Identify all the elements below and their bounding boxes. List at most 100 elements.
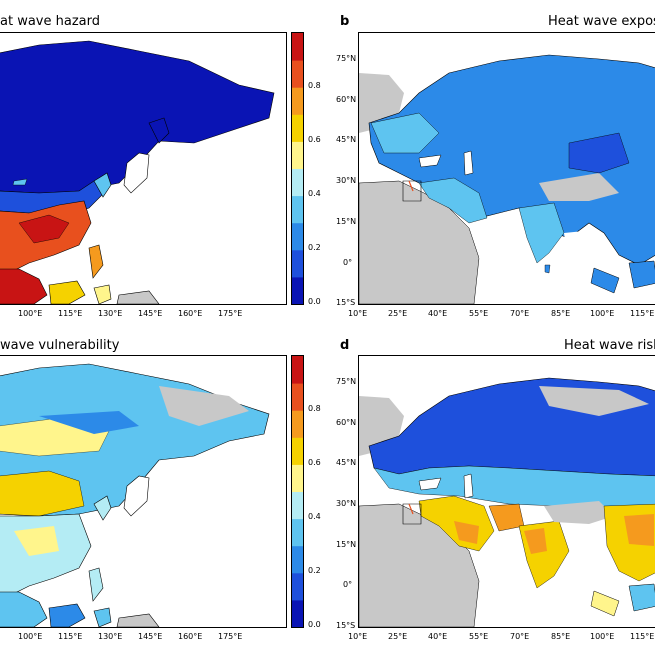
panel-d-ytick-6: 0° — [343, 580, 353, 589]
region-borneo-c — [48, 603, 86, 627]
colorbar-segment — [292, 491, 303, 520]
region-japan — [123, 152, 150, 194]
cbar-c-tick-2: 0.4 — [308, 512, 321, 521]
region-tibet-grey-d — [544, 501, 614, 524]
sea-bengal-d — [567, 554, 591, 592]
sea-bengal — [564, 231, 587, 268]
land-africa — [359, 180, 480, 304]
region-north-china-c — [0, 470, 85, 517]
panel-b-xtick-8: 115°E — [630, 309, 655, 318]
panel-a-xtick-1: 100°E — [18, 309, 43, 318]
panel-d-xtick-1: 10°E — [348, 632, 368, 641]
lake — [12, 178, 28, 186]
map-risk — [358, 355, 655, 628]
panel-c-xtick-1: 100°E — [18, 632, 43, 641]
colorbar-segment — [292, 464, 303, 492]
map-hazard-svg — [0, 40, 275, 304]
panel-a-xtick-3: 130°E — [98, 309, 123, 318]
panel-d-xtick-5: 70°E — [510, 632, 530, 641]
panel-b-ytick-3: 45°N — [336, 135, 357, 144]
panel-d-ytick-4: 30°N — [336, 499, 357, 508]
panel-b-xtick-3: 40°E — [428, 309, 448, 318]
map-vulnerability-svg — [0, 363, 270, 627]
panel-a-xtick-6: 175°E — [218, 309, 243, 318]
panel-d-ytick-5: 15°N — [336, 540, 357, 549]
land-greenland — [359, 73, 404, 133]
panel-c-xtick-5: 160°E — [178, 632, 203, 641]
panel-b-title: Heat wave exposu — [548, 14, 655, 29]
region-siberia-grey — [159, 386, 249, 426]
region-iran — [488, 503, 525, 532]
panel-a-xtick-4: 145°E — [138, 309, 163, 318]
region-japan-c — [123, 475, 150, 517]
region-east-china-orange — [624, 514, 654, 546]
panel-b-xtick-2: 25°E — [388, 309, 408, 318]
colorbar-segment — [292, 249, 303, 278]
region-new-guinea — [116, 290, 160, 304]
cbar-c-tick-0: 0.0 — [308, 620, 321, 629]
panel-d-ytick-3: 45°N — [336, 458, 357, 467]
colorbar-hazard — [291, 32, 304, 305]
panel-b-letter: b — [340, 14, 350, 29]
region-sea-caspian-d — [463, 473, 474, 499]
cbar-a-tick-2: 0.4 — [308, 189, 321, 198]
red-sea-outline — [402, 180, 422, 202]
panel-d-xtick-4: 55°E — [469, 632, 489, 641]
panel-b-xtick-6: 85°E — [551, 309, 571, 318]
panel-d-ytick-1: 75°N — [336, 377, 357, 386]
panel-c-title: wave vulnerability — [0, 338, 120, 353]
region-borneo-b — [628, 260, 655, 289]
panel-d-title: Heat wave risk — [564, 338, 655, 353]
panel-d-ytick-2: 60°N — [336, 418, 357, 427]
colorbar-vulnerability-svg — [292, 356, 303, 627]
panel-d-ytick-7: 15°S — [336, 621, 356, 630]
panel-b-xtick-7: 100°E — [590, 309, 615, 318]
red-sea-outline-d — [402, 503, 422, 525]
region-indochina — [0, 268, 48, 304]
region-sumatra — [590, 267, 620, 294]
panel-b-xtick-5: 70°E — [510, 309, 530, 318]
land-greenland-d — [359, 396, 404, 456]
region-indochina-c — [0, 591, 48, 627]
region-middle-east — [418, 177, 488, 224]
region-sulawesi-c — [93, 607, 112, 627]
colorbar-segment — [292, 168, 303, 197]
colorbar-segment — [292, 599, 303, 627]
cbar-a-tick-0: 0.0 — [308, 297, 321, 306]
panel-a-title: at wave hazard — [0, 14, 100, 29]
panel-b-ytick-7: 15°S — [336, 298, 356, 307]
cbar-c-tick-3: 0.6 — [308, 458, 321, 467]
region-mid-eurasia — [373, 465, 655, 509]
region-philippines — [88, 244, 104, 279]
region-sumatra-d — [590, 590, 620, 617]
region-india-orange — [524, 528, 547, 554]
colorbar-hazard-svg — [292, 33, 303, 304]
panel-c-xtick-4: 145°E — [138, 632, 163, 641]
sea-arabian-d — [481, 541, 527, 606]
colorbar-segment — [292, 222, 303, 251]
panel-a-xtick-2: 115°E — [58, 309, 83, 318]
panel-d-xtick-7: 100°E — [590, 632, 615, 641]
region-south-china-c — [0, 513, 92, 597]
panel-c-xtick-3: 130°E — [98, 632, 123, 641]
panel-c-xtick-2: 115°E — [58, 632, 83, 641]
region-blue-band — [39, 411, 139, 434]
panel-b-xtick-1: 10°E — [348, 309, 368, 318]
sea-black — [418, 154, 442, 168]
colorbar-segment — [292, 383, 303, 411]
region-korea — [93, 172, 112, 198]
colorbar-segment — [292, 195, 303, 224]
region-philippines-c — [88, 567, 104, 602]
region-china-dark — [568, 132, 630, 174]
panel-d-xtick-6: 85°E — [551, 632, 571, 641]
map-risk-svg — [359, 377, 655, 627]
panel-b-ytick-2: 60°N — [336, 95, 357, 104]
region-korea-c — [93, 495, 112, 521]
region-sulawesi — [93, 284, 112, 304]
region-kamchatka — [148, 117, 170, 144]
region-new-guinea-c — [116, 613, 160, 627]
colorbar-segment — [292, 60, 303, 88]
panel-d-xtick-3: 40°E — [428, 632, 448, 641]
colorbar-segment — [292, 33, 303, 61]
region-south-china-core — [18, 214, 70, 244]
